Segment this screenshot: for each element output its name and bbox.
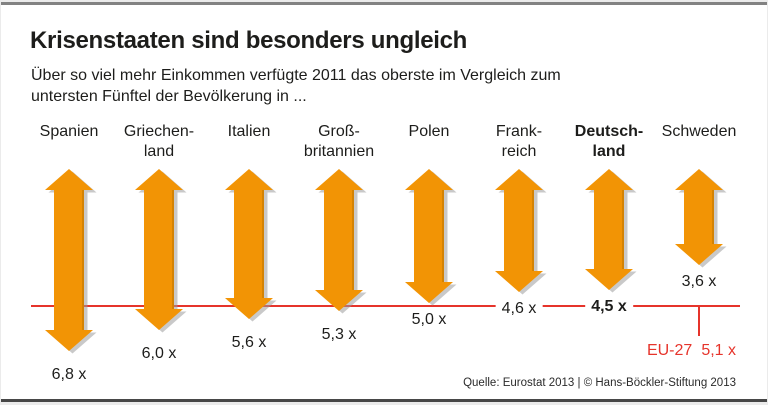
category-label-griechen-land: Griechen- land (123, 123, 195, 160)
eu-reference-label: EU-27 5,1 x (647, 342, 736, 360)
eu-reference-tick (698, 305, 700, 336)
value-arrow-spanien (45, 169, 97, 354)
chart-subtitle-line1: Über so viel mehr Einkommen verfügte 201… (31, 67, 561, 84)
category-label-spanien: Spanien (39, 123, 99, 140)
value-label-polen: 5,0 x (405, 310, 453, 329)
chart-title: Krisenstaaten sind besonders ungleich (30, 27, 468, 54)
category-label-italien: Italien (227, 123, 271, 140)
chart-subtitle: Über so viel mehr Einkommen verfügte 201… (31, 65, 561, 107)
eu-reference-name: EU-27 (646, 342, 693, 359)
value-label-gro-britannien: 5,3 x (315, 325, 363, 344)
source-credit: Quelle: Eurostat 2013 | © Hans-Böckler-S… (463, 377, 736, 389)
value-label-griechen-land: 6,0 x (135, 344, 183, 363)
value-label-spanien: 6,8 x (45, 365, 93, 384)
value-label-italien: 5,6 x (225, 333, 273, 352)
value-arrow-italien (225, 169, 277, 322)
category-label-deutsch-land: Deutsch- land (574, 123, 644, 160)
value-arrow-polen (405, 169, 457, 306)
eu-reference-value: 5,1 x (701, 342, 736, 359)
eu-reference-line (31, 305, 740, 307)
value-arrow-deutsch-land (585, 169, 637, 293)
category-label-polen: Polen (408, 123, 450, 140)
value-arrow-schweden (675, 169, 727, 268)
value-arrow-frank-reich (495, 169, 547, 295)
value-label-schweden: 3,6 x (675, 272, 723, 291)
value-arrow-gro-britannien (315, 169, 367, 314)
value-label-frank-reich: 4,6 x (495, 299, 543, 318)
chart-subtitle-line2: untersten Fünftel der Bevölkerung in ... (31, 88, 307, 105)
category-label-schweden: Schweden (661, 123, 737, 140)
value-label-deutsch-land: 4,5 x (585, 297, 633, 316)
value-arrow-griechen-land (135, 169, 187, 333)
category-label-frank-reich: Frank- reich (495, 123, 543, 160)
arrow-chart: EU-27 5,1 x Spanien 6,8 x Griechen- land 6,0… (1, 5, 767, 399)
category-label-gro-britannien: Groß- britannien (303, 123, 375, 160)
